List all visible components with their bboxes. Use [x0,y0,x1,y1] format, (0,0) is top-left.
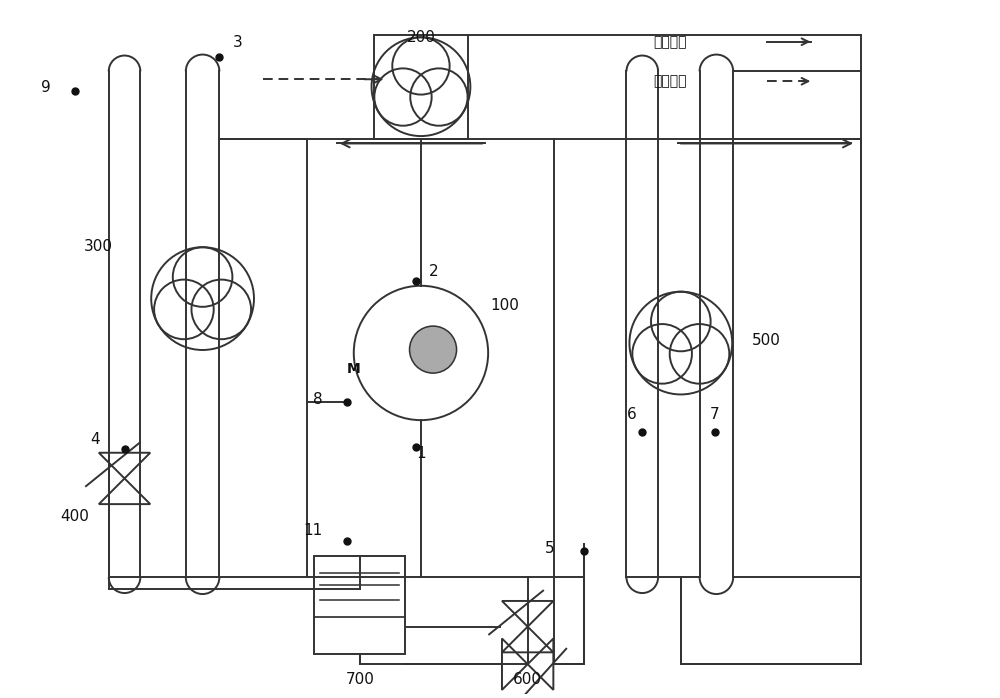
Text: 1: 1 [416,445,426,461]
Text: 7: 7 [709,407,719,422]
Text: 制热工况: 制热工况 [653,74,687,88]
Circle shape [410,326,457,373]
Text: 11: 11 [303,523,322,537]
Bar [307,138,554,577]
Text: 6: 6 [627,407,636,422]
Text: 300: 300 [84,239,113,254]
Text: 500: 500 [752,333,781,348]
Text: 400: 400 [60,509,89,524]
Text: 8: 8 [313,392,322,408]
Text: 5: 5 [545,540,554,556]
Text: 600: 600 [513,672,542,687]
Text: 4: 4 [90,432,100,447]
Text: 9: 9 [41,80,50,95]
Text: 100: 100 [490,299,519,313]
Text: 3: 3 [233,35,243,50]
Text: 2: 2 [429,264,438,279]
Text: 200: 200 [407,30,435,45]
Text: 制冷工况: 制冷工况 [653,35,687,49]
Bar [374,35,468,138]
Bar [314,556,405,654]
Text: 700: 700 [345,672,374,687]
Text: M: M [347,362,361,376]
